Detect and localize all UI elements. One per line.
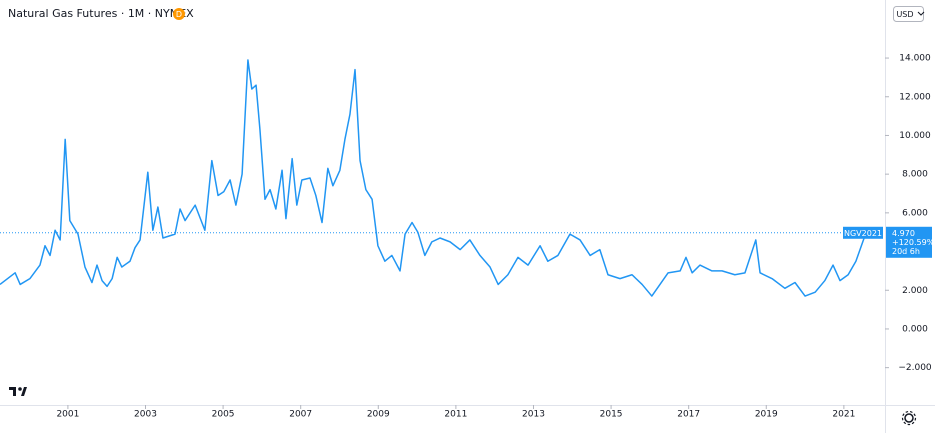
x-tick-label: 2001 [56,410,79,420]
x-tick-label: 2017 [677,410,700,420]
countdown-text: 20d 6h [892,247,920,256]
chart-title: Natural Gas Futures · 1M · NYMEX [8,7,194,20]
y-tick-label: 10.000 [899,131,931,141]
settings-icon[interactable] [901,410,917,426]
badge [173,8,185,20]
x-tick-label: 2011 [444,410,467,420]
currency-button[interactable] [893,6,924,22]
x-tick-label: 2019 [755,410,778,420]
symbol-tag-text: NGV2021 [844,229,882,238]
y-tick-label: 0.000 [902,324,928,334]
x-tick-label: 2005 [212,410,235,420]
currency-caret [917,11,925,16]
y-tick-label: −2.000 [898,363,932,373]
x-tick-label: 2013 [522,410,545,420]
price-line [0,59,867,297]
x-tick-label: 2007 [289,410,312,420]
y-tick-label: 6.000 [902,208,928,218]
y-tick-label: 8.000 [902,170,928,180]
x-tick-label: 2009 [367,410,390,420]
x-tick-label: 2021 [832,410,855,420]
last-price-tag [886,226,932,258]
y-tick-label: 12.000 [899,92,931,102]
y-tick-label: 2.000 [902,286,928,296]
currency-label: USD [896,10,913,19]
x-tick-label: 2003 [134,410,157,420]
change-text: +120.59% [892,238,935,247]
symbol-tag [843,226,883,239]
tv-logo [9,387,27,396]
badge-text: D [176,10,182,19]
last-price-text: 4.970 [892,229,915,238]
x-tick-label: 2015 [600,410,623,420]
y-tick-label: 14.000 [899,54,931,64]
